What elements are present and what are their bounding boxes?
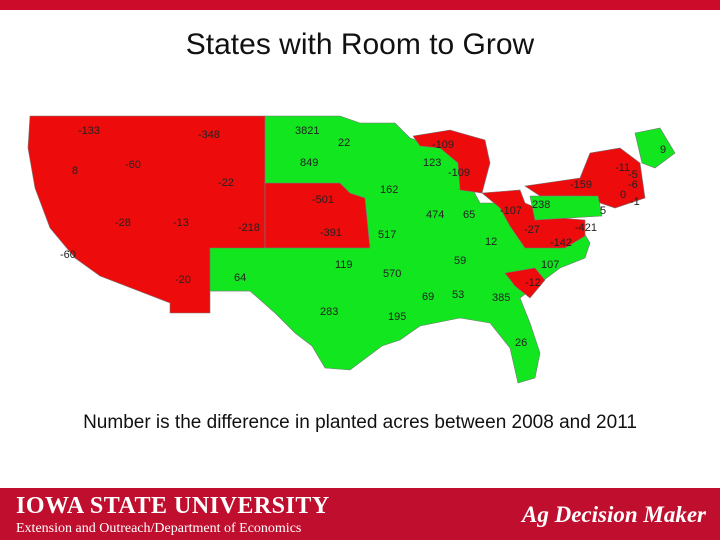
state-label-ar: 570 — [383, 268, 401, 280]
state-label-tx: 283 — [320, 306, 338, 318]
state-label-mi: -109 — [448, 167, 470, 179]
state-label-al: 53 — [452, 289, 464, 301]
university-wordmark: IOWA STATE UNIVERSITY — [16, 493, 330, 519]
state-label-nd: 3821 — [295, 125, 319, 137]
state-label-in: 65 — [463, 209, 475, 221]
region-midatlantic-red — [481, 189, 586, 249]
state-label-oh: -107 — [500, 205, 522, 217]
state-label-wy: -22 — [218, 177, 234, 189]
state-label-nm: 64 — [234, 272, 246, 284]
state-label-ok: 119 — [335, 259, 353, 271]
state-label-ct: 0 — [620, 189, 626, 201]
state-label-sd: 849 — [300, 157, 318, 169]
map-caption: Number is the difference in planted acre… — [83, 412, 637, 433]
state-label-va: -142 — [550, 237, 572, 249]
state-label-ga: 385 — [492, 292, 510, 304]
state-label-mn: 22 — [338, 137, 350, 149]
state-label-ma: -6 — [628, 179, 638, 191]
region-maine — [634, 127, 676, 169]
state-label-sc: -12 — [525, 277, 541, 289]
state-label-ia: 162 — [380, 184, 398, 196]
page-title: States with Room to Grow — [185, 28, 535, 61]
region-pennsylvania — [529, 195, 603, 221]
state-label-az: -20 — [175, 274, 191, 286]
state-label-ky: 12 — [485, 236, 497, 248]
state-label-ms: 69 — [422, 291, 434, 303]
us-map: -133 8 -60 -28 -60 -348 -22 -13 -20 -218 64 3821 849… — [27, 115, 676, 384]
state-label-ks: -391 — [320, 227, 342, 239]
state-label-ny: -159 — [570, 179, 592, 191]
state-label-ut: -13 — [173, 217, 189, 229]
state-label-ca: -60 — [60, 249, 76, 261]
state-label-fl: 26 — [515, 337, 527, 349]
state-label-md: -421 — [575, 222, 597, 234]
state-label-nh: -5 — [628, 169, 638, 181]
state-label-nc: 107 — [541, 259, 559, 271]
region-central — [209, 115, 591, 384]
state-label-id: -60 — [125, 159, 141, 171]
state-label-wv: -27 — [524, 224, 540, 236]
state-label-co: -218 — [238, 222, 260, 234]
state-labels: -133 8 -60 -28 -60 -348 -22 -13 -20 -218 64 3821 849… — [60, 125, 666, 349]
state-label-or: 8 — [72, 165, 78, 177]
state-label-upper-michigan: -109 — [432, 139, 454, 151]
top-accent-bar — [0, 0, 720, 10]
state-label-vt: -11 — [615, 162, 630, 174]
state-label-ri: -1 — [630, 196, 640, 208]
state-label-pa: 238 — [532, 199, 550, 211]
state-label-me: 9 — [660, 144, 666, 156]
footer-bar: IOWA STATE UNIVERSITY Extension and Outr… — [0, 488, 720, 540]
state-label-ne: -501 — [312, 194, 334, 206]
department-label: Extension and Outreach/Department of Eco… — [16, 521, 302, 536]
region-south-carolina — [504, 267, 546, 299]
state-label-wi: 123 — [423, 157, 441, 169]
state-label-la: 195 — [388, 311, 406, 323]
state-label-wa: -133 — [78, 125, 100, 137]
state-label-nv: -28 — [115, 217, 131, 229]
state-label-mo: 517 — [378, 229, 396, 241]
state-label-il: 474 — [426, 209, 444, 221]
ag-decision-maker-logo: Ag Decision Maker — [522, 502, 706, 527]
state-label-tn: 59 — [454, 255, 466, 267]
state-label-mt: -348 — [198, 129, 220, 141]
region-michigan — [412, 129, 491, 194]
state-label-nj: 5 — [600, 205, 606, 217]
